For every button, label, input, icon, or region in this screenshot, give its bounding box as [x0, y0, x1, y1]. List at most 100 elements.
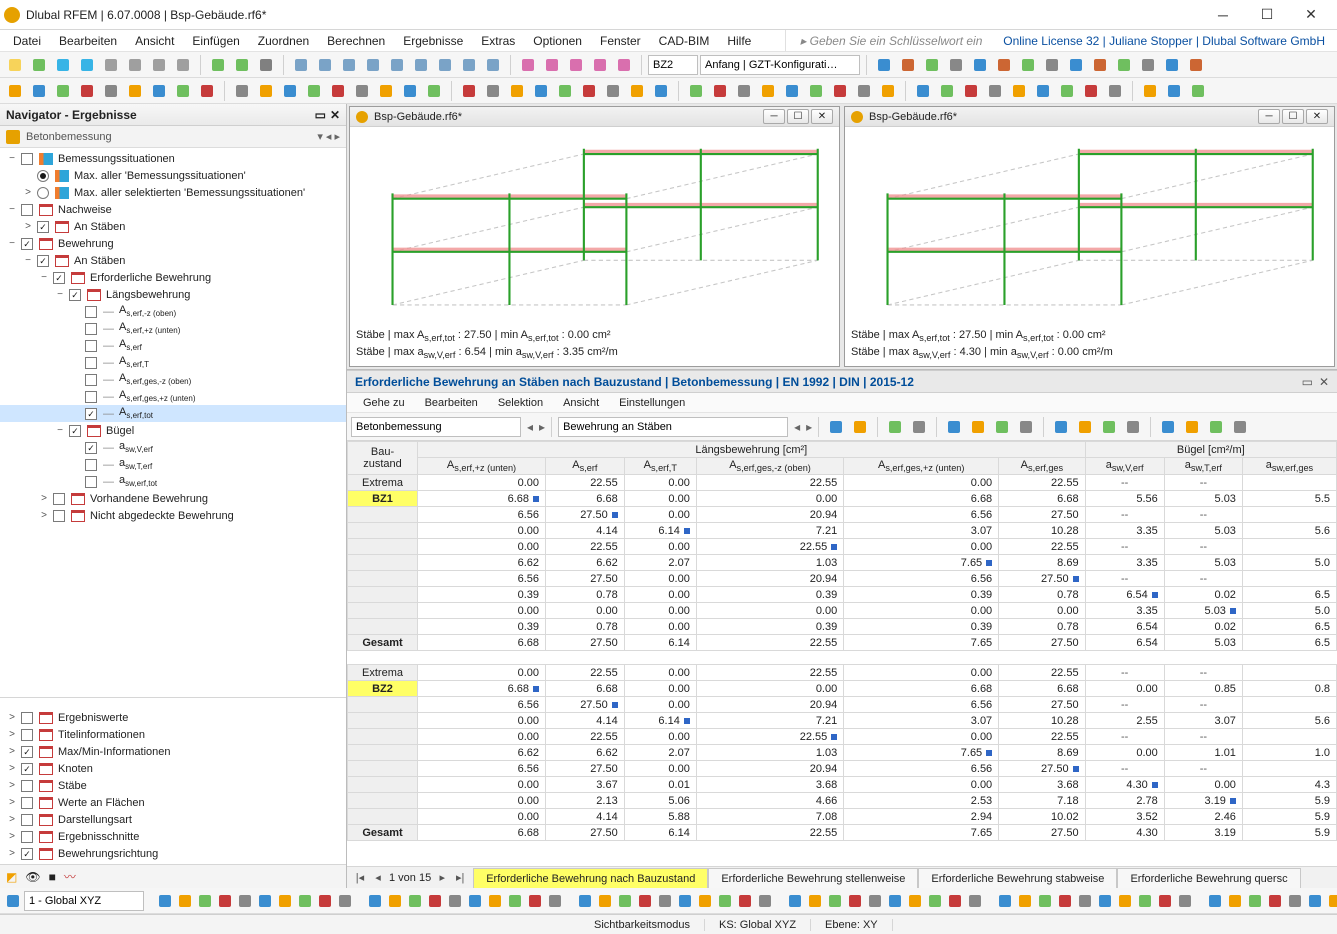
tb2-20[interactable]	[506, 80, 528, 102]
tb2-27[interactable]	[685, 80, 707, 102]
tb1c-4[interactable]	[386, 54, 408, 76]
bt-12[interactable]	[406, 890, 424, 912]
tb2-25[interactable]	[626, 80, 648, 102]
tb2-32[interactable]	[805, 80, 827, 102]
tb1-0[interactable]	[4, 54, 26, 76]
bt-24[interactable]	[656, 890, 674, 912]
bt-22[interactable]	[616, 890, 634, 912]
tb2-42[interactable]	[1056, 80, 1078, 102]
tree-checkbox[interactable]	[21, 712, 33, 724]
prev-page-icon[interactable]: ◂	[371, 871, 385, 884]
tree-checkbox[interactable]	[21, 204, 33, 216]
bt-18[interactable]	[526, 890, 544, 912]
tree-checkbox[interactable]	[21, 729, 33, 741]
bt-40[interactable]	[996, 890, 1014, 912]
tree-row-a19[interactable]: —asw,erf,tot	[0, 473, 346, 490]
tb2-1[interactable]	[28, 80, 50, 102]
bt-42[interactable]	[1036, 890, 1054, 912]
tree-checkbox[interactable]	[85, 476, 97, 488]
bt-52[interactable]	[1246, 890, 1264, 912]
tb2-40[interactable]	[1008, 80, 1030, 102]
tb1d-4[interactable]	[613, 54, 635, 76]
tb2-13[interactable]	[327, 80, 349, 102]
tb2-12[interactable]	[303, 80, 325, 102]
tb1c-6[interactable]	[434, 54, 456, 76]
tb2-5[interactable]	[124, 80, 146, 102]
results-tree[interactable]: −BemessungssituationenMax. aller 'Bemess…	[0, 148, 346, 697]
tb1d-1[interactable]	[541, 54, 563, 76]
view-max-icon[interactable]: ☐	[787, 109, 809, 124]
ttool-4[interactable]	[943, 416, 965, 438]
tree-checkbox[interactable]	[37, 221, 49, 233]
tb1b-1[interactable]	[231, 54, 253, 76]
tb1e-9[interactable]	[1089, 54, 1111, 76]
menu-optionen[interactable]: Optionen	[524, 30, 591, 51]
tb2-4[interactable]	[100, 80, 122, 102]
viewport-1[interactable]: Bsp-Gebäude.rf6*─☐✕Stäbe | max As,erf,to…	[844, 106, 1335, 367]
tree-checkbox[interactable]	[69, 289, 81, 301]
bt-28[interactable]	[736, 890, 754, 912]
bt-3[interactable]	[216, 890, 234, 912]
tb2-47[interactable]	[1187, 80, 1209, 102]
tb2-26[interactable]	[650, 80, 672, 102]
tree-checkbox[interactable]	[85, 374, 97, 386]
tree-row-a16[interactable]: −Bügel	[0, 422, 346, 439]
table-undock-icon[interactable]: ▭	[1302, 375, 1313, 389]
tree-row-a4[interactable]: >An Stäben	[0, 218, 346, 235]
menu-ansicht[interactable]: Ansicht	[126, 30, 183, 51]
tree-row-a0[interactable]: −Bemessungssituationen	[0, 150, 346, 167]
tree-row-b4[interactable]: >Stäbe	[0, 777, 346, 794]
view-min-icon[interactable]: ─	[1258, 109, 1280, 124]
tree-row-b8[interactable]: >Bewehrungsrichtung	[0, 845, 346, 862]
menu-ergebnisse[interactable]: Ergebnisse	[394, 30, 472, 51]
tb2-9[interactable]	[231, 80, 253, 102]
ttool-0[interactable]	[825, 416, 847, 438]
menu-bearbeiten[interactable]: Bearbeiten	[50, 30, 126, 51]
tree-checkbox[interactable]	[85, 408, 97, 420]
bt-49[interactable]	[1176, 890, 1194, 912]
maximize-button[interactable]: ☐	[1245, 1, 1289, 29]
tb1e-1[interactable]	[897, 54, 919, 76]
tb2-34[interactable]	[853, 80, 875, 102]
ttool-6[interactable]	[991, 416, 1013, 438]
tb1e-5[interactable]	[993, 54, 1015, 76]
tree-checkbox[interactable]	[69, 425, 81, 437]
table-tab-2[interactable]: Erforderliche Bewehrung stabweise	[918, 868, 1117, 888]
tb1b-0[interactable]	[207, 54, 229, 76]
tbl-prev-icon[interactable]: ◂	[523, 420, 537, 434]
tb2-15[interactable]	[375, 80, 397, 102]
tb1-5[interactable]	[124, 54, 146, 76]
tb1e-10[interactable]	[1113, 54, 1135, 76]
table-tab-0[interactable]: Erforderliche Bewehrung nach Bauzustand	[473, 868, 708, 888]
tb2-43[interactable]	[1080, 80, 1102, 102]
tb2-22[interactable]	[554, 80, 576, 102]
tree-checkbox[interactable]	[85, 323, 97, 335]
tree-checkbox[interactable]	[21, 763, 33, 775]
bt-47[interactable]	[1136, 890, 1154, 912]
tb2-38[interactable]	[960, 80, 982, 102]
bz-combo[interactable]	[648, 55, 698, 75]
tb1e-2[interactable]	[921, 54, 943, 76]
bt-6[interactable]	[276, 890, 294, 912]
tree-row-a13[interactable]: —As,erf,ges,-z (oben)	[0, 371, 346, 388]
tree-checkbox[interactable]	[21, 797, 33, 809]
bt-31[interactable]	[806, 890, 824, 912]
tree-row-a7[interactable]: −Erforderliche Bewehrung	[0, 269, 346, 286]
tb2-7[interactable]	[172, 80, 194, 102]
bt-7[interactable]	[296, 890, 314, 912]
table-tab-1[interactable]: Erforderliche Bewehrung stellenweise	[708, 868, 918, 888]
menu-zuordnen[interactable]: Zuordnen	[249, 30, 318, 51]
tb2-8[interactable]	[196, 80, 218, 102]
bt-39[interactable]	[966, 890, 984, 912]
tb2-19[interactable]	[482, 80, 504, 102]
bt-11[interactable]	[386, 890, 404, 912]
bt-0[interactable]	[156, 890, 174, 912]
bt-51[interactable]	[1226, 890, 1244, 912]
bt-14[interactable]	[446, 890, 464, 912]
bt-21[interactable]	[596, 890, 614, 912]
menu-fenster[interactable]: Fenster	[591, 30, 650, 51]
tb1e-13[interactable]	[1185, 54, 1207, 76]
tree-row-a18[interactable]: —asw,T,erf	[0, 456, 346, 473]
bt-45[interactable]	[1096, 890, 1114, 912]
tb1-4[interactable]	[100, 54, 122, 76]
